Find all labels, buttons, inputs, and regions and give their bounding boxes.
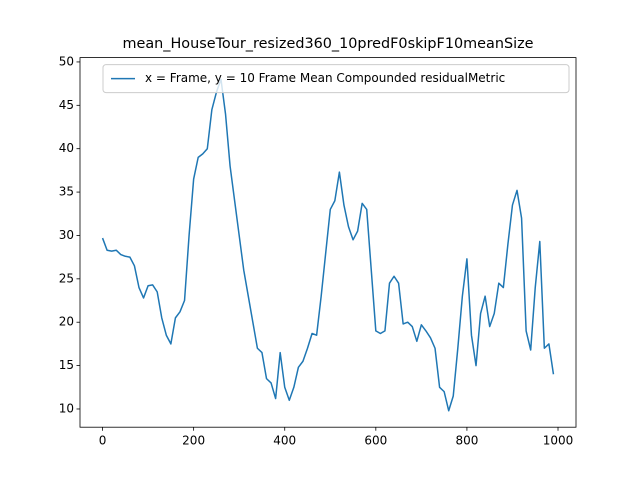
legend-box <box>102 64 570 94</box>
axes-frame <box>79 57 577 428</box>
y-tick-label: 30 <box>59 228 74 242</box>
y-tick-label: 40 <box>59 141 74 155</box>
x-tick-label: 0 <box>99 434 107 448</box>
y-tick-label: 15 <box>59 358 74 372</box>
x-tick-label: 1000 <box>543 434 574 448</box>
x-tick-label: 600 <box>364 434 387 448</box>
x-tick-label: 200 <box>182 434 205 448</box>
x-tick-label: 800 <box>455 434 478 448</box>
legend: x = Frame, y = 10 Frame Mean Compounded … <box>102 64 570 94</box>
line <box>101 78 555 412</box>
x-tick-label: 400 <box>273 434 296 448</box>
y-tick-label: 35 <box>59 185 74 199</box>
y-tick-label: 45 <box>59 98 74 112</box>
y-tick-label: 20 <box>59 315 74 329</box>
chart-title: mean_HouseTour_resized360_10predF0skipF1… <box>122 36 533 52</box>
y-tick-label: 25 <box>59 271 74 285</box>
y-tick-label: 50 <box>59 54 74 68</box>
legend-label: x = Frame, y = 10 Frame Mean Compounded … <box>145 71 505 85</box>
y-tick-label: 10 <box>59 401 74 415</box>
